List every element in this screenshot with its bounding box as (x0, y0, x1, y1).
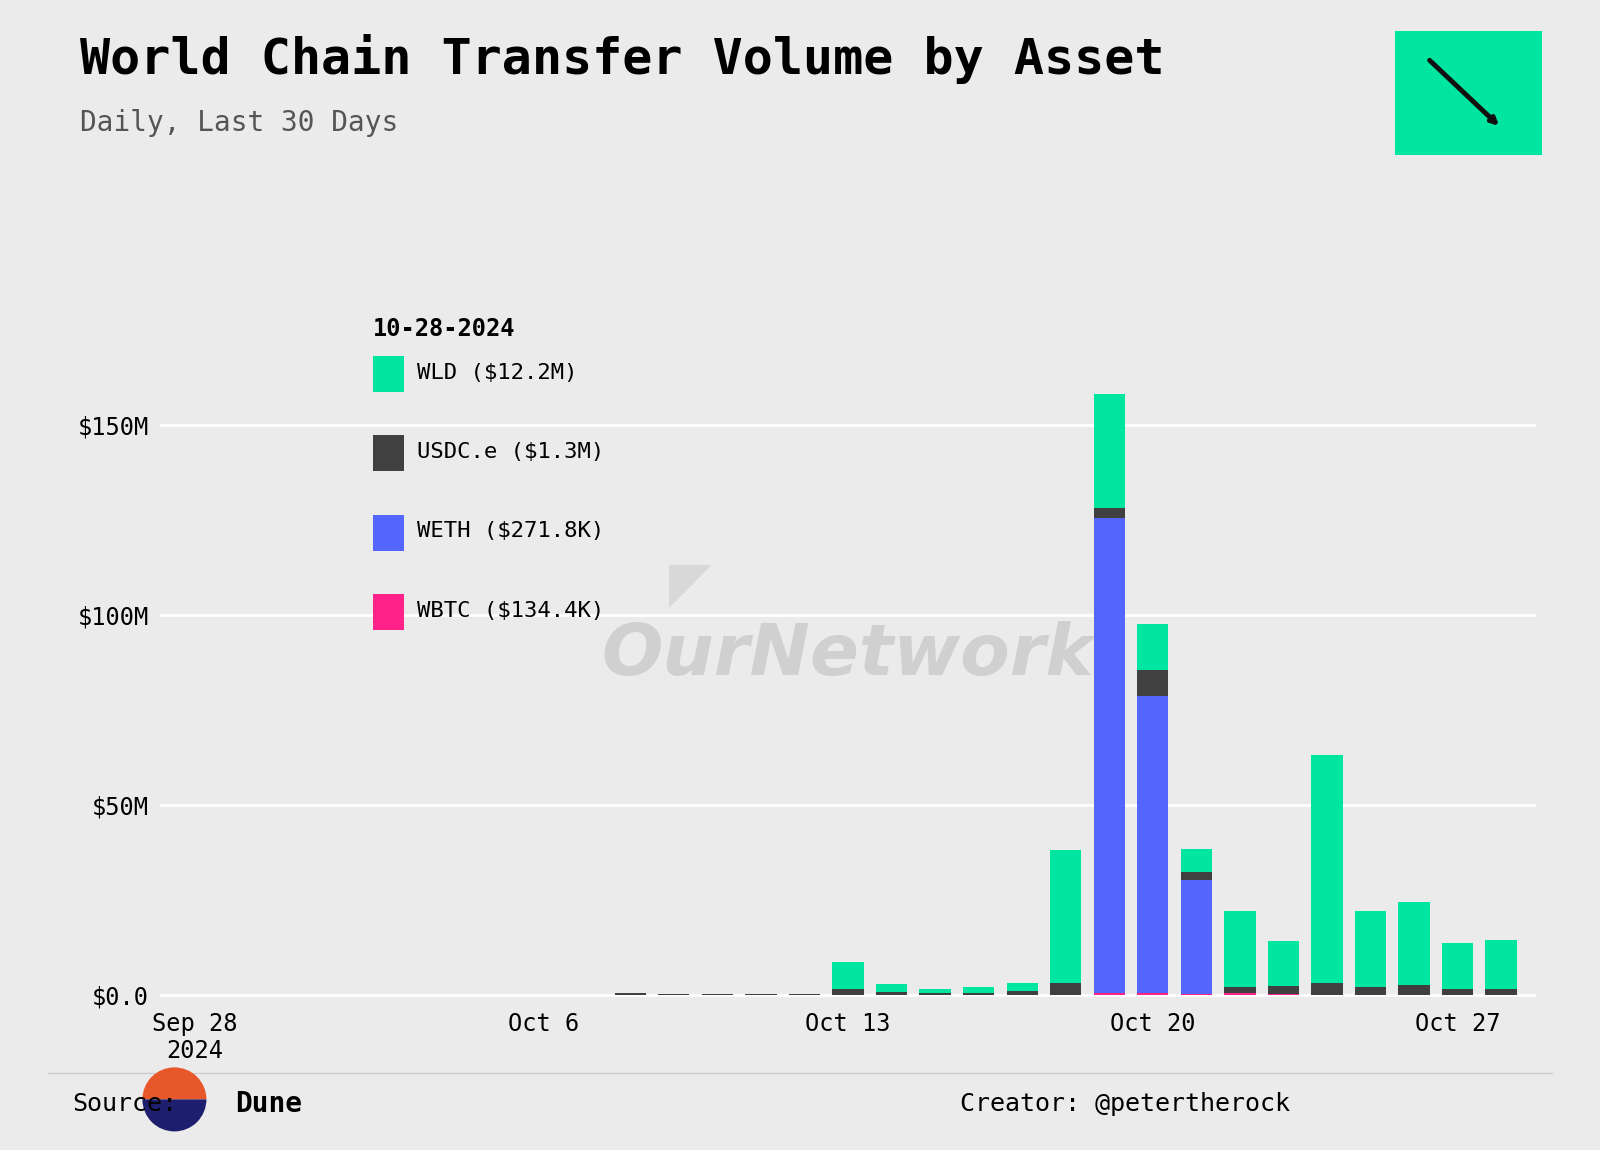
Bar (1138, 697, 1168, 992)
Bar (1224, 911, 1256, 987)
Text: Source:: Source: (72, 1092, 178, 1116)
Text: WLD ($12.2M): WLD ($12.2M) (418, 362, 578, 383)
Bar (1485, 989, 1517, 995)
Bar (1006, 991, 1038, 995)
FancyBboxPatch shape (373, 595, 403, 630)
Bar (1050, 850, 1082, 983)
Wedge shape (142, 1099, 206, 1132)
Text: OurNetwork: OurNetwork (602, 621, 1094, 690)
FancyBboxPatch shape (1390, 28, 1547, 159)
Wedge shape (142, 1067, 206, 1099)
Text: Creator: @petertherock: Creator: @petertherock (960, 1092, 1290, 1116)
Bar (920, 992, 950, 995)
Bar (1224, 987, 1256, 992)
Bar (1181, 880, 1213, 994)
Bar (875, 984, 907, 991)
Bar (1093, 508, 1125, 518)
Text: Dune: Dune (235, 1090, 302, 1118)
Bar (1355, 911, 1386, 987)
Bar (832, 963, 864, 989)
FancyBboxPatch shape (373, 515, 403, 551)
Bar (920, 989, 950, 992)
Text: WETH ($271.8K): WETH ($271.8K) (418, 521, 605, 542)
Bar (1442, 943, 1474, 989)
Bar (1050, 983, 1082, 995)
Bar (1224, 992, 1256, 995)
Bar (1181, 849, 1213, 872)
Bar (1138, 624, 1168, 669)
FancyBboxPatch shape (373, 356, 403, 392)
Bar (832, 989, 864, 995)
Bar (1312, 756, 1342, 983)
Bar (1398, 986, 1430, 995)
Bar (1181, 872, 1213, 880)
Bar (875, 991, 907, 995)
FancyBboxPatch shape (373, 436, 403, 472)
Bar (1138, 669, 1168, 697)
Bar (1138, 992, 1168, 995)
Bar (1267, 987, 1299, 994)
Bar (1093, 518, 1125, 992)
Bar (1006, 983, 1038, 991)
Bar (1093, 394, 1125, 508)
Bar (1485, 940, 1517, 989)
Bar (614, 992, 646, 995)
Text: WBTC ($134.4K): WBTC ($134.4K) (418, 600, 605, 621)
Bar (1398, 902, 1430, 986)
Bar (1267, 941, 1299, 987)
Bar (1312, 983, 1342, 995)
Bar (1093, 992, 1125, 995)
Bar (963, 992, 994, 995)
Text: 10-28-2024: 10-28-2024 (373, 317, 515, 342)
Text: ◤: ◤ (669, 560, 710, 613)
Text: USDC.e ($1.3M): USDC.e ($1.3M) (418, 442, 605, 462)
Bar (1355, 987, 1386, 995)
Bar (963, 987, 994, 992)
Text: Daily, Last 30 Days: Daily, Last 30 Days (80, 109, 398, 137)
Bar (1442, 989, 1474, 995)
Text: World Chain Transfer Volume by Asset: World Chain Transfer Volume by Asset (80, 34, 1165, 84)
